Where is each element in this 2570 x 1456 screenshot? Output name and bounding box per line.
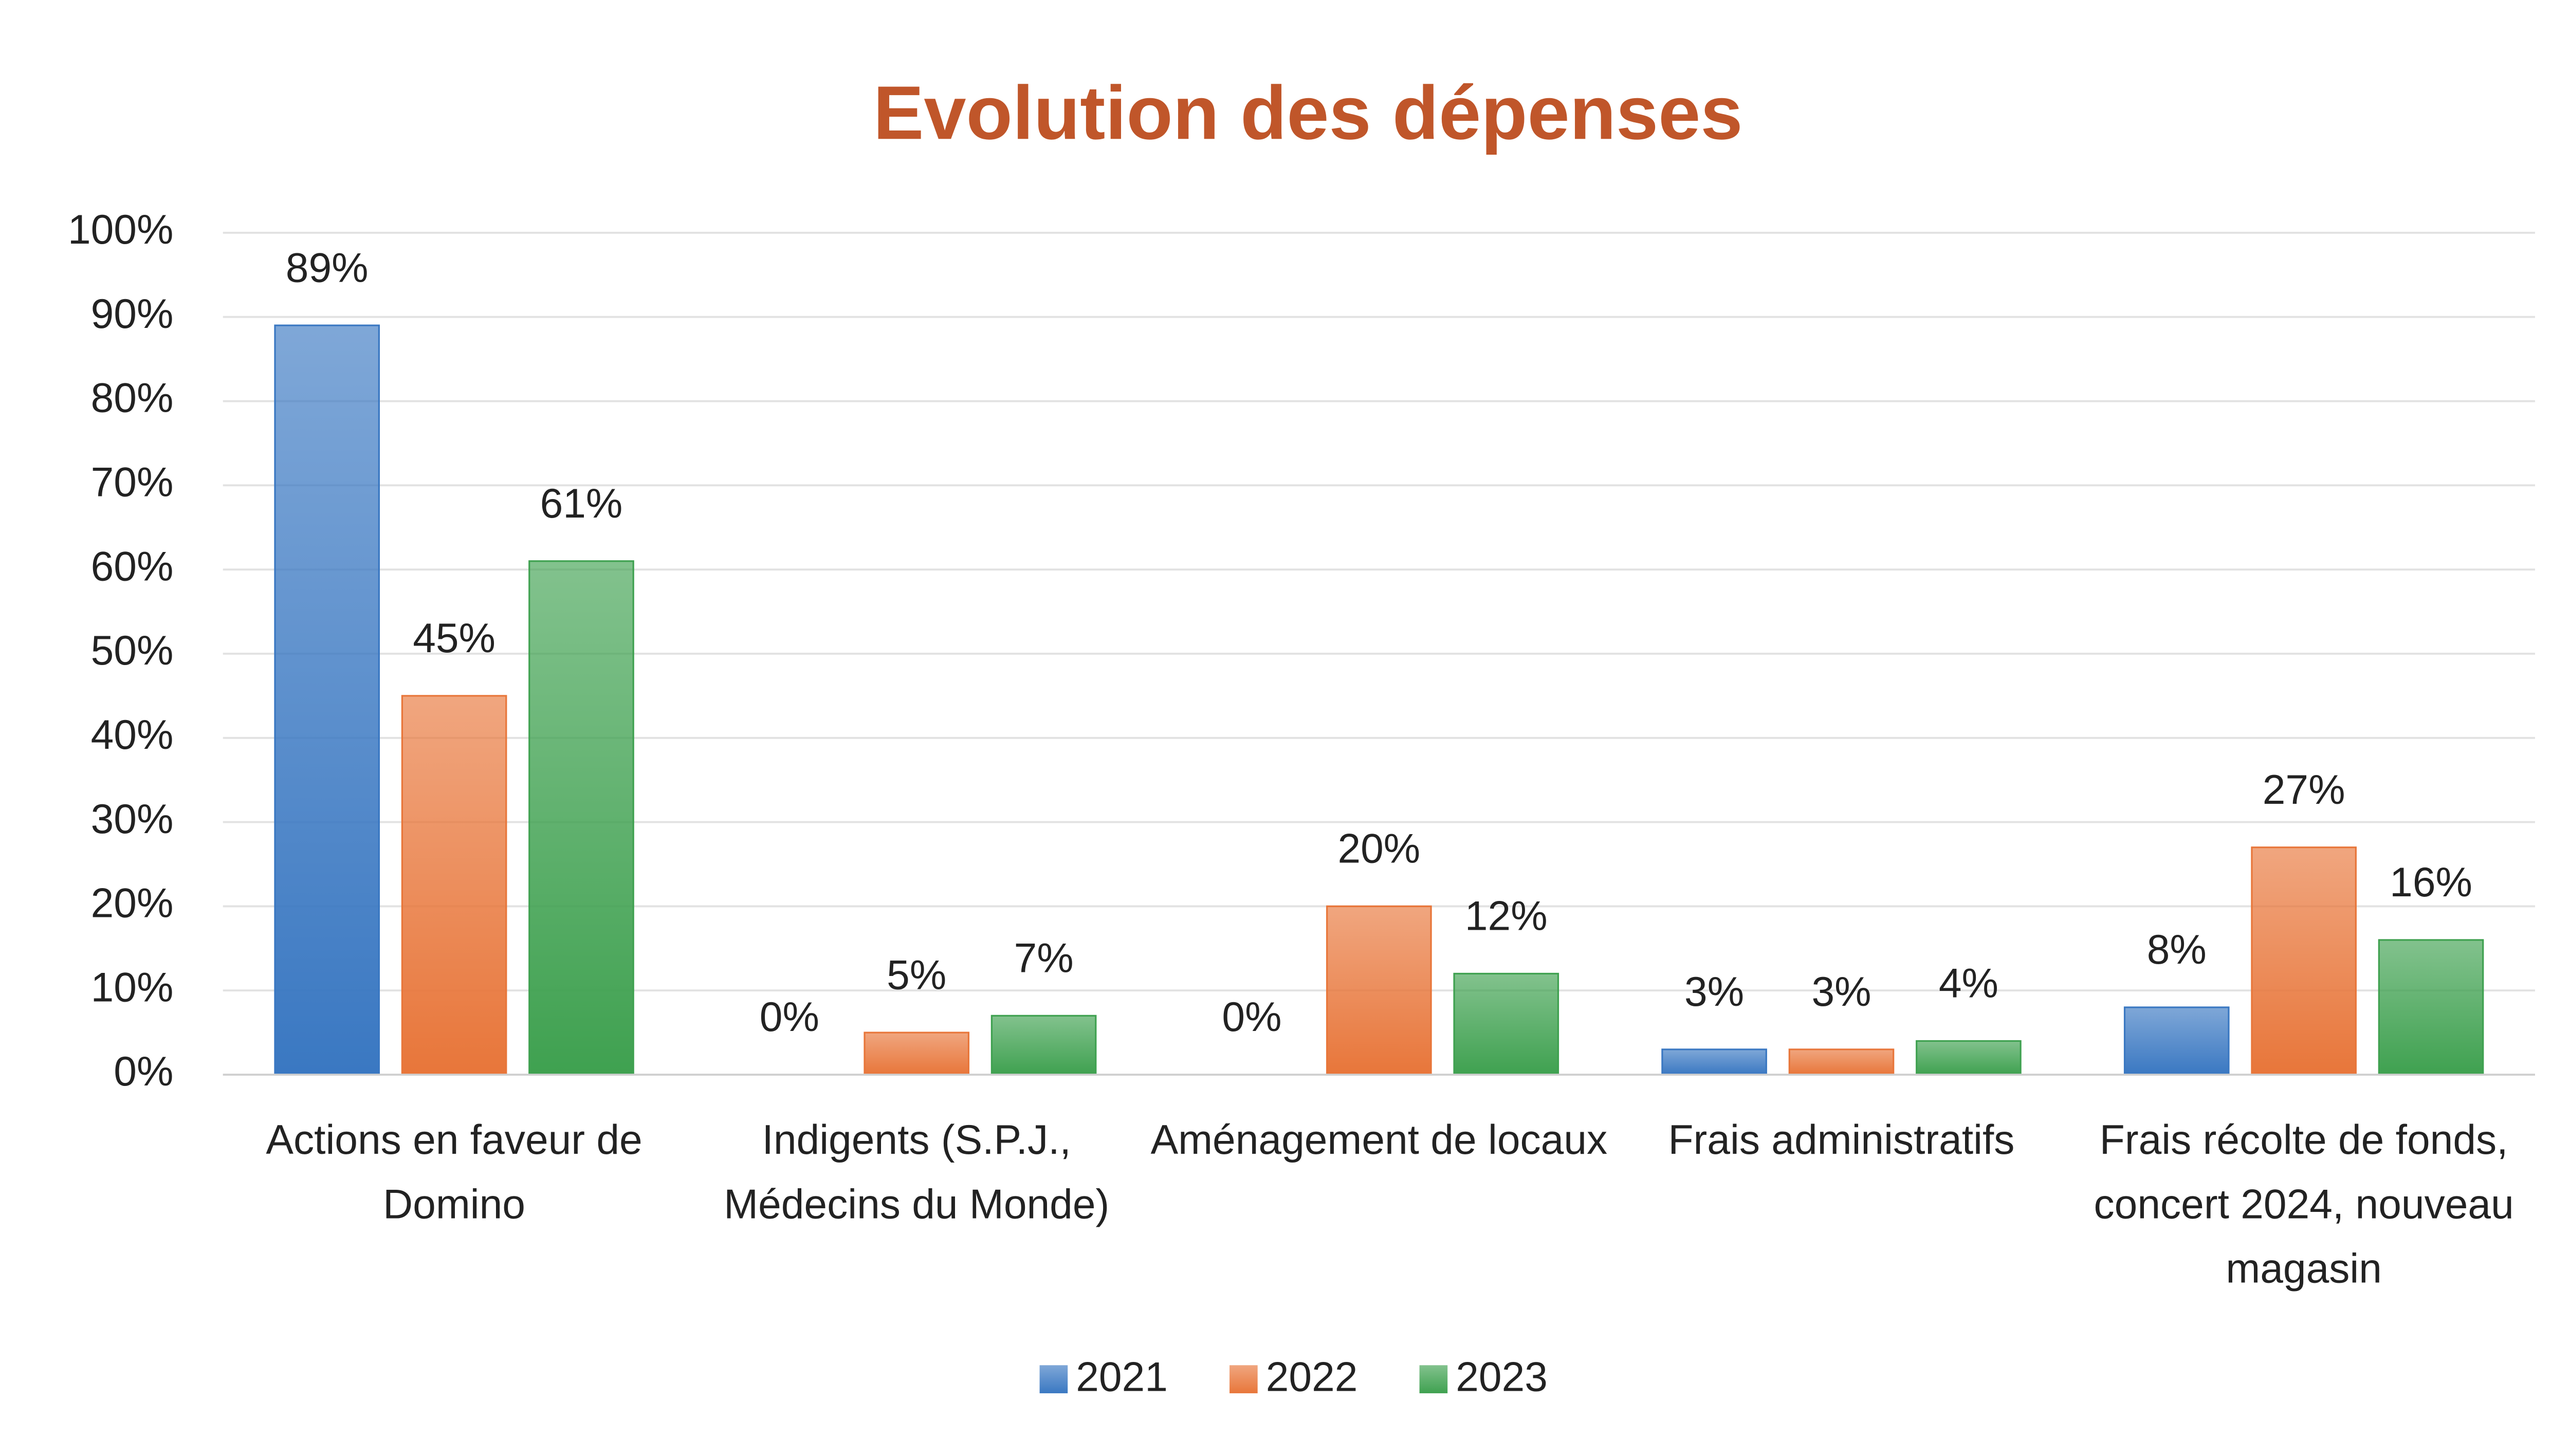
x-tick-label: Actions en faveur de Domino xyxy=(266,1117,642,1228)
bar xyxy=(864,1031,970,1076)
bar xyxy=(1326,905,1432,1076)
data-label: 0% xyxy=(760,994,819,1040)
y-tick-label: 0% xyxy=(114,1048,173,1095)
x-tick-label-box: Frais récolte de fonds, concert 2024, no… xyxy=(2094,1117,2514,1293)
bar xyxy=(2251,846,2357,1076)
bar xyxy=(2378,939,2484,1076)
data-label: 0% xyxy=(1222,994,1281,1040)
data-label: 5% xyxy=(887,952,946,998)
data-label: 4% xyxy=(1939,961,1998,1007)
y-tick-label: 10% xyxy=(91,964,174,1010)
bar xyxy=(1788,1048,1895,1076)
data-label: 3% xyxy=(1684,969,1744,1015)
y-tick-label: 80% xyxy=(91,375,174,421)
y-tick-label: 100% xyxy=(68,207,173,253)
legend-label: 2021 xyxy=(1076,1354,1168,1400)
y-tick-label: 40% xyxy=(91,712,174,758)
legend-swatch xyxy=(1039,1365,1068,1393)
legend-label: 2022 xyxy=(1266,1354,1358,1400)
x-tick-label: Frais administratifs xyxy=(1668,1117,2015,1164)
x-tick-label: Indigents (S.P.J., Médecins du Monde) xyxy=(724,1117,1110,1228)
bar xyxy=(274,324,380,1076)
x-tick-label-box: Aménagement de locaux xyxy=(1150,1117,1608,1164)
x-tick-label-box: Frais administratifs xyxy=(1668,1117,2015,1164)
bar xyxy=(1916,1040,2022,1076)
x-tick-label-box: Indigents (S.P.J., Médecins du Monde) xyxy=(724,1117,1110,1228)
bar xyxy=(1661,1048,1767,1076)
data-label: 89% xyxy=(286,245,369,291)
data-label: 45% xyxy=(413,615,495,661)
y-tick-label: 90% xyxy=(91,291,174,337)
data-label: 16% xyxy=(2390,859,2472,906)
y-tick-label: 70% xyxy=(91,459,174,506)
x-tick-label-box: Actions en faveur de Domino xyxy=(266,1117,642,1228)
data-label: 27% xyxy=(2263,767,2345,813)
y-tick-label: 60% xyxy=(91,543,174,589)
data-label: 8% xyxy=(2147,927,2207,973)
legend-swatch xyxy=(1229,1365,1258,1393)
bar xyxy=(1453,972,1559,1076)
data-label: 12% xyxy=(1465,893,1548,939)
bar xyxy=(401,695,507,1076)
data-label: 7% xyxy=(1014,935,1074,982)
chart-title: Evolution des dépenses xyxy=(873,70,1743,155)
bar xyxy=(528,560,634,1076)
data-label: 3% xyxy=(1811,969,1871,1015)
x-tick-label: Aménagement de locaux xyxy=(1150,1117,1608,1164)
y-tick-label: 20% xyxy=(91,880,174,927)
legend-swatch xyxy=(1419,1365,1448,1393)
x-tick-label: Frais récolte de fonds, concert 2024, no… xyxy=(2094,1117,2514,1293)
y-tick-label: 50% xyxy=(91,628,174,674)
legend-label: 2023 xyxy=(1456,1354,1548,1400)
data-label: 61% xyxy=(540,481,623,527)
data-label: 20% xyxy=(1337,826,1420,872)
bar xyxy=(2123,1006,2230,1076)
bar xyxy=(990,1015,1097,1076)
y-tick-label: 30% xyxy=(91,796,174,842)
